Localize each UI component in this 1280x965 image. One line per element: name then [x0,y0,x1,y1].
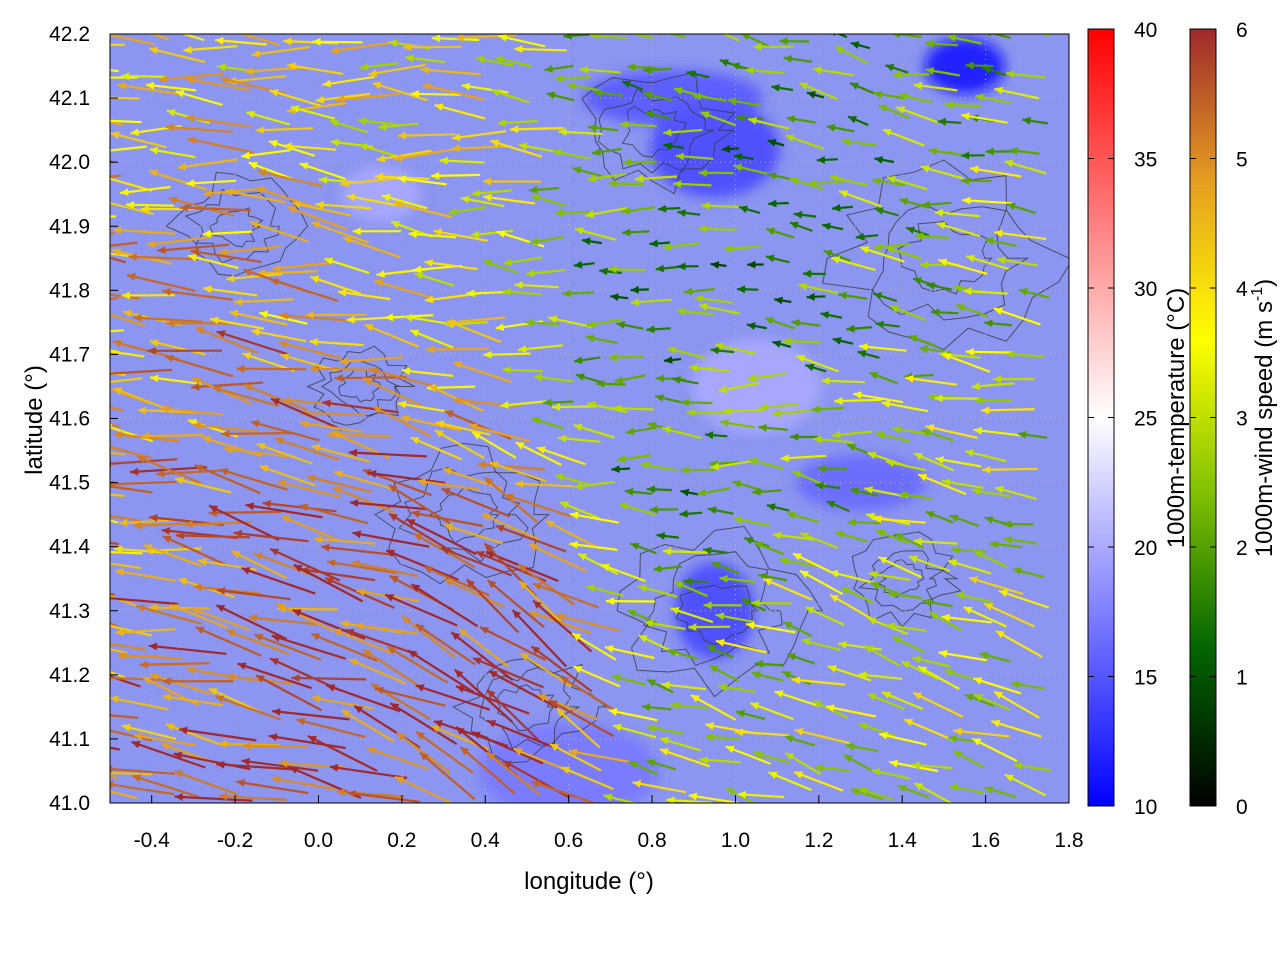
colorbar-tick-label: 4 [1236,278,1248,301]
colorbar-tick-label: 30 [1134,278,1157,301]
y-tick-label: 41.7 [49,343,90,366]
colorbar-tick-label: 10 [1134,796,1157,819]
x-axis-label: longitude (°) [524,868,654,895]
wind-vector [60,751,118,779]
wind-vector [661,19,701,33]
colorbar-tick-label: 15 [1134,667,1157,690]
x-tick-label: 1.2 [804,829,833,852]
y-tick-label: 41.8 [49,279,90,302]
wind-label-sup: -1 [1249,287,1266,301]
colorbar-tick-label: 40 [1134,19,1157,42]
wind-vector [44,582,110,592]
colorbar-tick-label: 35 [1134,149,1157,172]
colorbar-tick-label: 5 [1236,149,1248,172]
colorbar-tick-label: 2 [1236,537,1248,560]
colorbar-tick-label: 6 [1236,19,1248,42]
y-tick-label: 42.2 [49,23,90,46]
y-tick-label: 41.3 [49,600,90,623]
x-tick-label: 0.6 [554,829,583,852]
y-axis-label: latitude (°) [21,365,48,475]
x-tick-label: 0.8 [637,829,666,852]
colorbar-tick-label: 1 [1236,667,1248,690]
wind-label-end: ) [1251,279,1278,287]
colorbar-tick-label: 3 [1236,408,1248,431]
wind-label-main: 1000m-wind speed (m s [1251,301,1278,557]
y-tick-label: 41.0 [49,792,90,815]
y-tick-label: 41.5 [49,472,90,495]
x-tick-label: 1.4 [888,829,918,852]
y-axis-ticks: 41.0 41.1 41.2 41.3 41.4 41.5 41.6 41.7 41.8 41.9… [49,23,118,815]
colorbar-tick-label: 0 [1236,796,1248,819]
colorbar-tick-label: 25 [1134,408,1157,431]
x-tick-label: 1.6 [971,829,1000,852]
x-axis-ticks: -0.4 -0.2 0.0 0.2 0.4 0.6 0.8 1.0 1.2 1.4 1.6 1.8 [134,795,1084,852]
y-tick-label: 41.6 [49,408,90,431]
wind-vector [41,701,110,709]
y-tick-label: 41.2 [49,664,90,687]
wind-speed-colorbar-label: 1000m-wind speed (m s-1) [1249,279,1278,557]
y-tick-label: 42.0 [49,151,90,174]
temperature-colorbar-label: 1000m-temperature (°C) [1163,288,1190,548]
y-tick-label: 41.1 [49,728,90,751]
x-tick-label: 0.0 [304,829,333,852]
temperature-cell [691,338,821,434]
y-tick-label: 42.1 [49,87,90,110]
y-tick-label: 41.9 [49,215,90,238]
x-tick-label: 1.8 [1054,829,1083,852]
x-tick-label: 0.4 [471,829,501,852]
x-tick-label: -0.2 [217,829,253,852]
wind-vector [42,587,114,595]
x-tick-label: 0.2 [387,829,416,852]
colorbar-tick-label: 20 [1134,537,1157,560]
y-tick-label: 41.4 [49,536,90,559]
x-tick-label: -0.4 [134,829,171,852]
x-tick-label: 1.0 [721,829,750,852]
